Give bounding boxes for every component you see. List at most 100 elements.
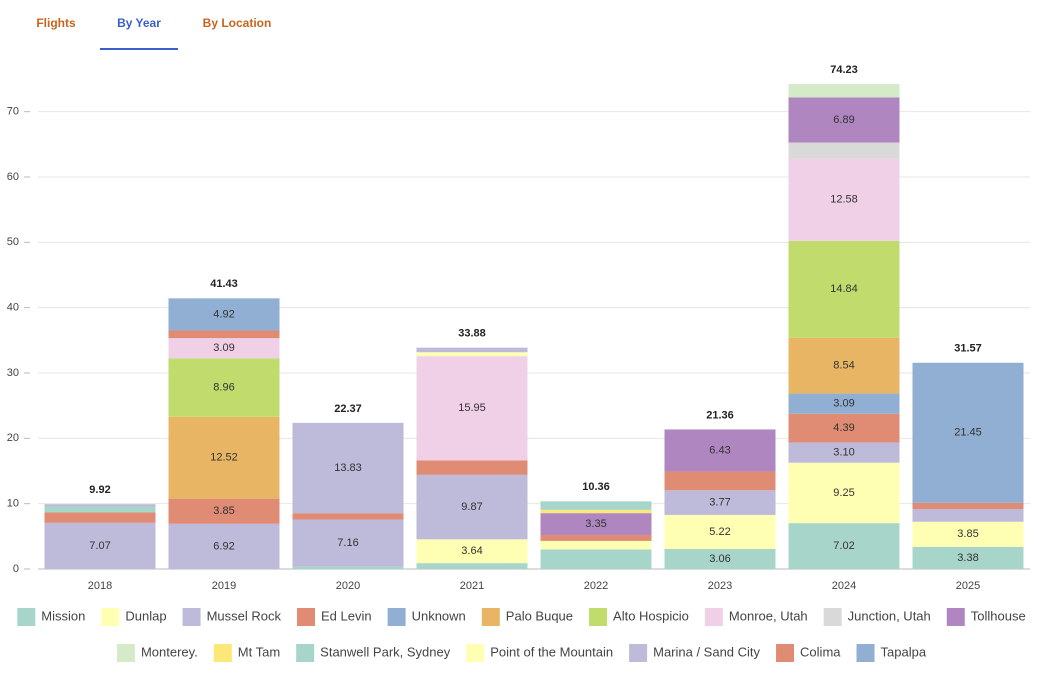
legend-label: Stanwell Park, Sydney: [320, 644, 451, 659]
x-tick-label: 2020: [336, 580, 360, 592]
bar-segment: [292, 422, 404, 514]
bar-segment: [540, 509, 652, 514]
y-tick-label: 50: [7, 236, 19, 248]
bar-segment: [788, 97, 900, 143]
bar-segment: [912, 502, 1024, 510]
legend-swatch: [823, 608, 842, 626]
segment-label: 3.06: [709, 553, 730, 565]
legend-swatch: [387, 608, 406, 626]
bar-segment: [788, 84, 900, 98]
segment-label: 3.77: [709, 496, 730, 508]
bar-segment: [540, 535, 652, 541]
bar-segment: [540, 549, 652, 569]
bar-segment: [416, 563, 528, 569]
bar-segment: [912, 546, 1024, 569]
bar-segment: [416, 356, 528, 461]
legend-item[interactable]: Stanwell Park, Sydney: [296, 644, 451, 662]
legend-label: Point of the Mountain: [490, 644, 613, 659]
legend-item[interactable]: Monterey.: [116, 644, 198, 662]
y-tick-label: 40: [7, 302, 19, 314]
total-label: 31.57: [954, 343, 982, 355]
bar-segment: [664, 490, 776, 515]
x-tick-label: 2022: [584, 580, 608, 592]
bar-segment: [664, 471, 776, 491]
segment-label: 4.92: [213, 308, 234, 320]
legend-swatch: [589, 608, 608, 626]
legend-item[interactable]: Alto Hospicio: [589, 608, 689, 626]
legend-label: Mission: [41, 608, 85, 623]
bar-segment: [292, 566, 404, 569]
legend-item[interactable]: Mission: [17, 608, 85, 626]
legend-label: Junction, Utah: [848, 608, 931, 623]
segment-label: 6.89: [833, 114, 854, 126]
x-tick-label: 2025: [956, 580, 980, 592]
bar-segment: [788, 393, 900, 414]
bar-segment: [788, 413, 900, 443]
bar-segment: [168, 298, 280, 331]
x-tick-label: 2019: [212, 580, 236, 592]
bar-segment: [912, 509, 1024, 522]
total-label: 21.36: [706, 409, 734, 421]
legend-item[interactable]: Colima: [776, 644, 841, 662]
legend-label: Ed Levin: [321, 608, 372, 623]
bar-segment: [168, 330, 280, 339]
total-label: 74.23: [830, 64, 858, 76]
y-tick-label: 30: [7, 367, 19, 379]
tab[interactable]: By Year: [117, 16, 161, 30]
y-tick-label: 0: [13, 563, 19, 575]
legend-item[interactable]: Junction, Utah: [823, 608, 931, 626]
legend-row: Monterey. Mt Tam Stanwell Park, Sydney Poin…: [116, 644, 927, 662]
segment-label: 3.09: [833, 398, 854, 410]
bar-segment: [788, 158, 900, 241]
x-tick-label: 2021: [460, 580, 484, 592]
segment-label: 21.45: [954, 427, 982, 439]
segment-label: 7.16: [337, 537, 358, 549]
legend-item[interactable]: Point of the Mountain: [466, 644, 613, 662]
segment-label: 3.10: [833, 446, 854, 458]
legend-label: Dunlap: [125, 608, 166, 623]
legend-item[interactable]: Marina / Sand City: [629, 644, 761, 662]
legend-swatch: [116, 644, 135, 662]
legend-item[interactable]: Tapalpa: [856, 644, 927, 662]
segment-label: 5.22: [709, 526, 730, 538]
tab[interactable]: By Location: [203, 16, 272, 30]
bar-segment: [912, 362, 1024, 503]
bar-segment: [664, 549, 776, 569]
bar-segment: [788, 442, 900, 463]
legend-item[interactable]: Mt Tam: [213, 644, 280, 662]
legend-item[interactable]: Dunlap: [101, 608, 167, 626]
legend-item[interactable]: Mussel Rock: [182, 608, 282, 626]
legend-label: Tapalpa: [881, 644, 927, 659]
tab[interactable]: Flights: [36, 16, 76, 30]
bar-segment: [168, 358, 280, 417]
legend-swatch: [946, 608, 965, 626]
bar-segment: [168, 416, 280, 499]
x-tick-label: 2024: [832, 580, 856, 592]
total-label: 41.43: [210, 278, 238, 290]
legend-item[interactable]: Ed Levin: [296, 608, 372, 626]
bar-segment: [540, 513, 652, 536]
segment-label: 8.96: [213, 381, 234, 393]
legend-swatch: [481, 608, 500, 626]
bar-segment: [664, 429, 776, 472]
legend-label: Palo Buque: [506, 608, 573, 623]
legend-item[interactable]: Palo Buque: [481, 608, 573, 626]
total-label: 33.88: [458, 328, 486, 340]
legend-swatch: [629, 644, 648, 662]
legend-label: Mussel Rock: [207, 608, 282, 623]
bar-segment: [788, 462, 900, 524]
bar-segment: [44, 522, 156, 569]
bar-segment: [416, 352, 528, 357]
legend-swatch: [776, 644, 795, 662]
legend-item[interactable]: Monroe, Utah: [704, 608, 808, 626]
segment-label: 3.09: [213, 342, 234, 354]
segment-label: 7.02: [833, 540, 854, 552]
bar-segment: [540, 540, 652, 550]
segment-label: 12.58: [830, 194, 858, 206]
bar-segment: [416, 460, 528, 475]
legend-item[interactable]: Unknown: [387, 608, 466, 626]
segment-label: 4.39: [833, 422, 854, 434]
segment-label: 14.84: [830, 283, 858, 295]
legend-item[interactable]: Tollhouse: [946, 608, 1026, 626]
